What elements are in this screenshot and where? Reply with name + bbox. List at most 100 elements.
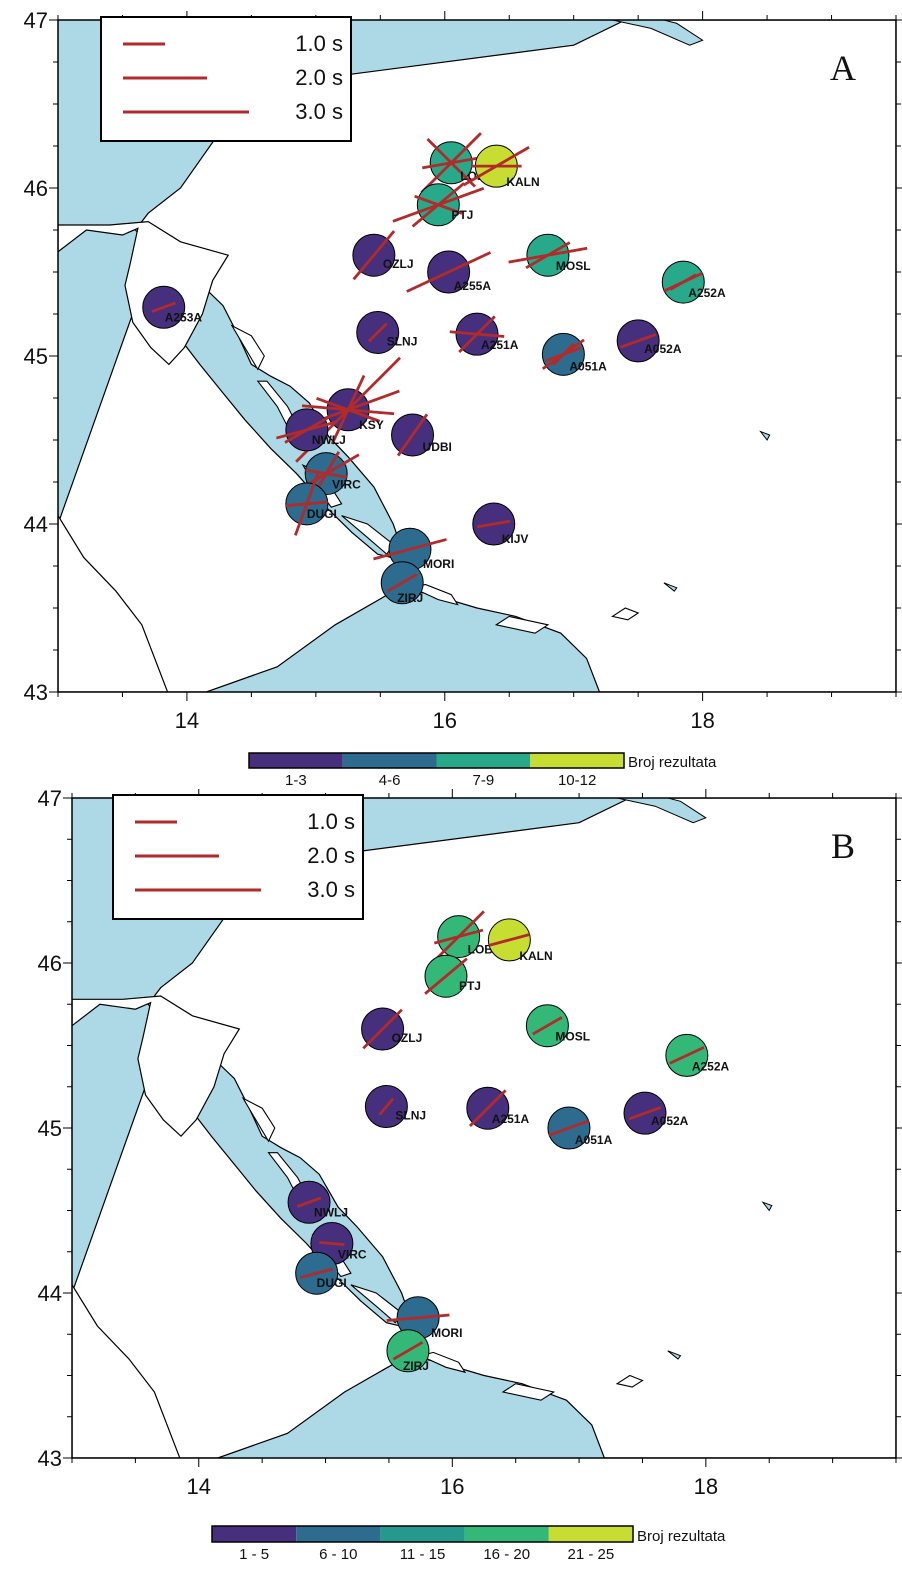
colorbar-bin-label: 10-12	[558, 772, 596, 789]
station-label: DUGI	[307, 507, 337, 521]
station-label: NWLJ	[314, 1205, 348, 1219]
colorbar-title: Broj rezultata	[637, 1528, 726, 1545]
splitting-bar	[296, 1196, 322, 1208]
colorbar-title: Broj rezultata	[628, 754, 717, 771]
station-label: KALN	[506, 175, 539, 189]
station-a252a[interactable]: A252A	[665, 1033, 730, 1077]
legend-label: 1.0 s	[307, 809, 355, 834]
station-udbi[interactable]: UDBI	[391, 413, 452, 457]
colorbar: 1 - 5 6 - 10 11 - 15 16 - 20 21 - 25 Broj rez…	[211, 1525, 726, 1563]
panel-letter: B	[831, 826, 855, 866]
colorbar-bin-label: 21 - 25	[568, 1546, 615, 1563]
station-a251a[interactable]: A251A	[449, 312, 519, 356]
station-a251a[interactable]: A251A	[466, 1086, 530, 1130]
station-label: A255A	[454, 279, 492, 293]
island	[418, 1351, 467, 1374]
station-nwlj[interactable]: NWLJ	[287, 1180, 348, 1224]
station-label: KSY	[359, 418, 384, 432]
colorbar-bin-label: 6 - 10	[319, 1546, 357, 1563]
station-ptj[interactable]: PTJ	[424, 954, 481, 998]
y-tick-label: 43	[24, 680, 48, 705]
station-a252a[interactable]: A252A	[661, 260, 726, 304]
station-slnj[interactable]: SLNJ	[356, 310, 418, 354]
station-label: A052A	[651, 1114, 689, 1128]
station-a255a[interactable]: A255A	[406, 250, 492, 294]
station-a052a[interactable]: A052A	[616, 319, 682, 363]
island	[230, 324, 265, 371]
colorbar: 1-3 4-6 7-9 10-12 Broj rezultata	[248, 752, 717, 789]
splitting-bar	[406, 251, 492, 293]
station-label: VIRC	[338, 1248, 367, 1262]
station-lobo[interactable]: LOBO	[432, 910, 502, 963]
station-label: A251A	[481, 338, 519, 352]
station-zirj[interactable]: ZIRJ	[386, 1329, 430, 1373]
delay-legend: 1.0 s 2.0 s 3.0 s	[100, 16, 352, 142]
station-dugi[interactable]: DUGI	[295, 1251, 347, 1295]
station-ozlj[interactable]: OZLJ	[361, 1007, 423, 1051]
station-mori[interactable]: MORI	[373, 527, 454, 571]
station-ksy[interactable]: KSY	[295, 356, 402, 463]
y-tick-label: 47	[24, 8, 48, 33]
splitting-bar	[488, 933, 531, 947]
panel-letter: A	[830, 48, 856, 88]
island	[494, 615, 550, 634]
splitting-bar	[551, 342, 575, 366]
legend-label: 2.0 s	[307, 843, 355, 868]
map-area: LOBO KALN PTJ OZLJ MOSL A252A SLNJ A251A A051A A0…	[72, 798, 896, 1458]
station-zirj[interactable]: ZIRJ	[380, 561, 424, 605]
station-label: ZIRJ	[403, 1359, 429, 1373]
splitting-bar	[619, 333, 657, 349]
splitting-bar	[319, 1241, 345, 1246]
colorbar-frame	[211, 1525, 634, 1543]
colorbar-swatch	[464, 1526, 549, 1542]
colorbar-swatch	[548, 1526, 633, 1542]
y-tick-label: 45	[38, 1116, 62, 1141]
station-mosl[interactable]: MOSL	[525, 1004, 590, 1048]
lake	[663, 582, 678, 592]
station-a051a[interactable]: A051A	[541, 332, 607, 376]
y-tick-label: 46	[38, 951, 62, 976]
station-a051a[interactable]: A051A	[547, 1106, 613, 1150]
station-label: MOSL	[556, 259, 591, 273]
splitting-bar	[285, 500, 328, 508]
station-a052a[interactable]: A052A	[623, 1091, 689, 1135]
splitting-bar	[386, 1313, 450, 1322]
station-a253a[interactable]: A253A	[142, 285, 203, 329]
station-kijv[interactable]: KIJV	[472, 502, 529, 546]
station-label: VIRC	[332, 478, 361, 492]
y-tick-label: 44	[24, 512, 48, 537]
station-ozlj[interactable]: OZLJ	[352, 230, 414, 281]
x-tick-label: 16	[433, 708, 457, 733]
island	[501, 1383, 556, 1401]
colorbar-bin-label: 16 - 20	[483, 1546, 530, 1563]
station-label: A051A	[575, 1133, 613, 1147]
colorbar-swatch	[212, 1526, 297, 1542]
station-kaln[interactable]: KALN	[462, 144, 540, 189]
station-mosl[interactable]: MOSL	[508, 233, 591, 277]
colorbar-bin-label: 4-6	[379, 772, 401, 789]
splitting-bar	[386, 573, 418, 593]
station-slnj[interactable]: SLNJ	[364, 1085, 426, 1129]
splitting-bar	[628, 1106, 662, 1121]
istria-peninsula	[58, 220, 230, 366]
station-label: KIJV	[502, 532, 529, 546]
colorbar-frame	[248, 752, 625, 769]
station-mori[interactable]: MORI	[386, 1296, 463, 1340]
station-label: A051A	[569, 359, 607, 373]
station-ptj[interactable]: PTJ	[392, 182, 485, 228]
istria-peninsula	[72, 995, 241, 1138]
x-tick-label: 18	[694, 1474, 718, 1499]
lake	[761, 1201, 773, 1212]
colorbar-swatch	[296, 1526, 381, 1542]
colorbar-swatch	[436, 753, 531, 768]
splitting-bar	[532, 1016, 563, 1036]
station-dugi[interactable]: DUGI	[285, 471, 337, 536]
splitting-bar	[424, 957, 468, 995]
colorbar-bin-label: 11 - 15	[400, 1546, 446, 1563]
station-nwlj[interactable]: NWLJ	[276, 408, 346, 452]
splitting-bar	[669, 273, 697, 291]
splitting-bar	[392, 1341, 424, 1361]
splitting-bar	[367, 322, 388, 343]
station-kaln[interactable]: KALN	[487, 918, 553, 963]
